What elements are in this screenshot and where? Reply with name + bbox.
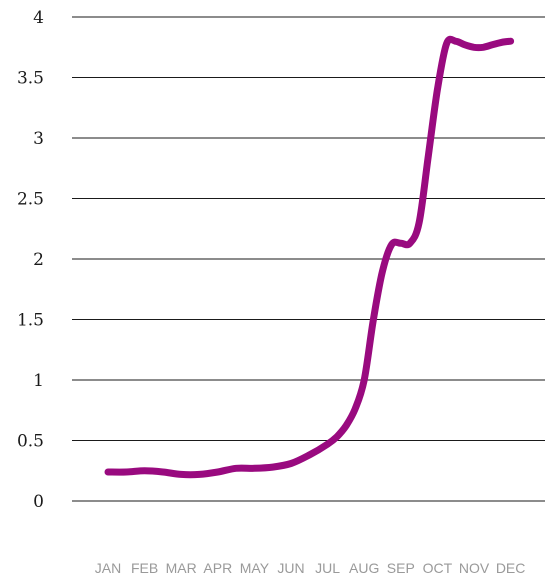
x-tick-label: DEC	[496, 560, 526, 576]
y-tick-label: 3	[33, 129, 44, 149]
x-tick-label: OCT	[423, 560, 453, 576]
x-tick-label: NOV	[459, 560, 490, 576]
x-tick-label: AUG	[349, 560, 379, 576]
x-tick-label: JUL	[315, 560, 340, 576]
y-axis: 0 0.5 1 1.5 2 2.5 3 3.5 4	[17, 8, 44, 512]
y-tick-label: 2	[33, 250, 44, 270]
x-tick-label: MAR	[166, 560, 197, 576]
y-tick-label: 4	[33, 8, 44, 28]
y-tick-label: 0.5	[17, 432, 44, 452]
y-tick-label: 3.5	[17, 69, 44, 89]
y-tick-label: 1	[33, 371, 44, 391]
x-tick-label: MAY	[240, 560, 270, 576]
x-tick-label: SEP	[387, 560, 415, 576]
plot-area	[104, 35, 515, 479]
x-tick-label: JUN	[277, 560, 304, 576]
x-tick-label: FEB	[131, 560, 158, 576]
x-tick-label: APR	[203, 560, 232, 576]
x-axis: JAN FEB MAR APR MAY JUN JUL AUG SEP OCT NOV DEC	[95, 560, 526, 576]
series-line	[104, 35, 515, 479]
gridlines	[72, 16, 545, 502]
x-tick-label: JAN	[95, 560, 121, 576]
y-tick-label: 1.5	[17, 311, 44, 331]
y-tick-label: 0	[33, 492, 44, 512]
y-tick-label: 2.5	[17, 190, 44, 210]
